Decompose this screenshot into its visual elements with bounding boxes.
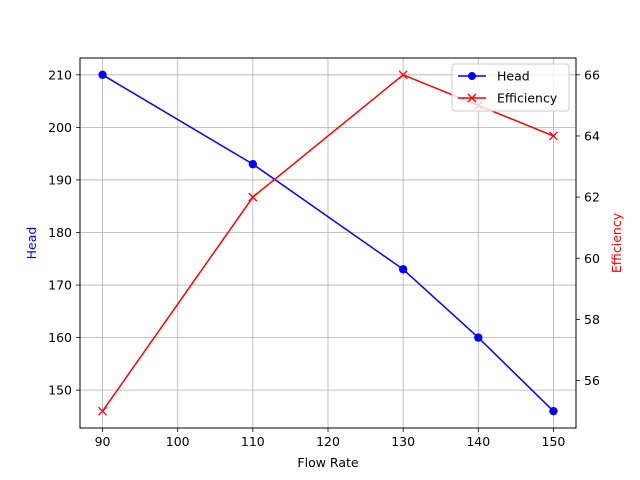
data-point-efficiency — [98, 406, 108, 416]
y-right-axis-ticks: 56 58 60 62 64 66 — [576, 67, 600, 388]
y-left-tick-label: 180 — [48, 225, 72, 240]
y-right-tick-label: 66 — [584, 67, 600, 82]
y-right-tick-label: 58 — [584, 312, 600, 327]
x-axis-label: Flow Rate — [297, 455, 358, 470]
x-tick-label: 150 — [542, 434, 566, 449]
legend-marker-head — [468, 72, 476, 80]
y-left-tick-label: 160 — [48, 330, 72, 345]
y-right-axis-label: Efficiency — [609, 212, 624, 273]
y-right-tick-label: 62 — [584, 190, 600, 205]
data-point-efficiency — [248, 192, 258, 202]
legend-marker-efficiency — [467, 93, 477, 103]
y-left-tick-label: 200 — [48, 120, 72, 135]
legend-label-efficiency: Efficiency — [497, 91, 558, 106]
y-left-tick-label: 210 — [48, 67, 72, 82]
x-tick-label: 120 — [316, 434, 340, 449]
data-point-head — [474, 333, 483, 342]
y-right-tick-label: 56 — [584, 373, 600, 388]
y-left-axis-ticks: 150 160 170 180 190 200 210 — [48, 67, 80, 398]
data-point-efficiency — [398, 70, 408, 80]
x-axis-ticks: 90 100 110 120 130 140 150 — [95, 428, 566, 449]
x-tick-label: 140 — [466, 434, 490, 449]
data-point-efficiency — [548, 131, 558, 141]
data-point-head — [398, 265, 408, 274]
data-point-head — [248, 159, 258, 169]
x-tick-label: 130 — [391, 434, 415, 449]
grid — [80, 58, 576, 428]
series-markers — [98, 70, 558, 416]
x-tick-label: 90 — [95, 434, 111, 449]
x-tick-label: 110 — [241, 434, 265, 449]
x-tick-label: 100 — [166, 434, 190, 449]
legend-label-head: Head — [497, 69, 530, 84]
y-right-tick-label: 64 — [584, 128, 600, 143]
y-left-tick-label: 170 — [48, 278, 72, 293]
y-left-tick-label: 150 — [48, 383, 72, 398]
data-point-head — [549, 406, 558, 416]
legend: Head Efficiency — [451, 63, 570, 112]
data-point-head — [98, 70, 107, 80]
y-left-axis-label: Head — [24, 227, 39, 260]
y-right-tick-label: 60 — [584, 251, 600, 266]
y-left-tick-label: 190 — [48, 172, 72, 187]
